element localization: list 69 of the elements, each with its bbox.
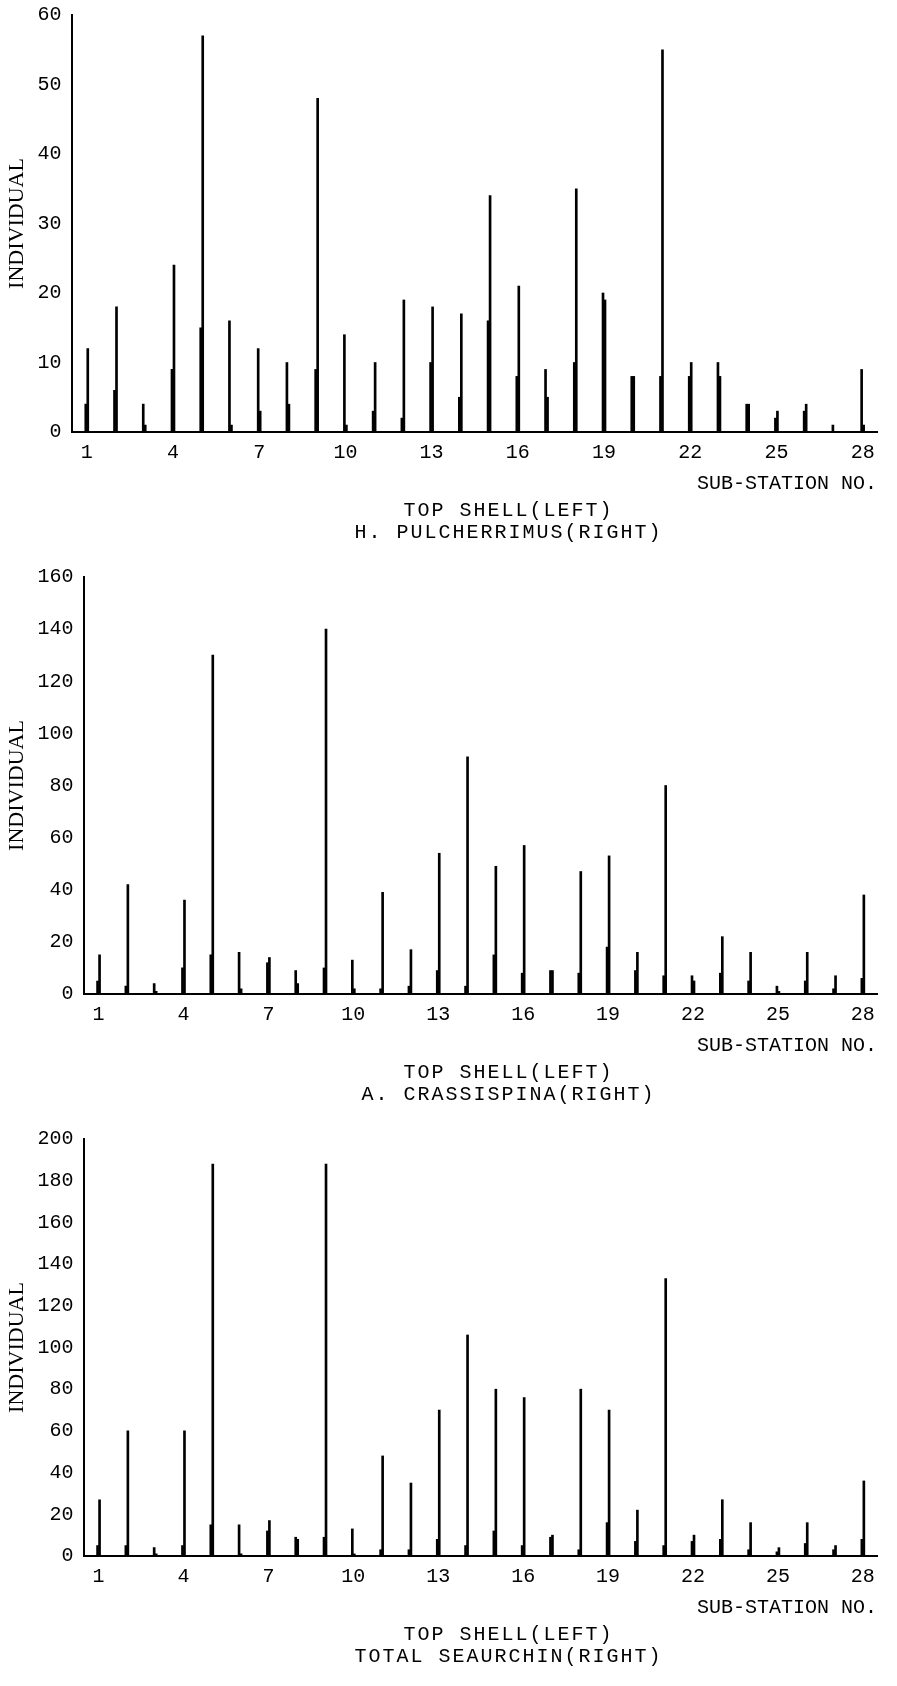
x-tick-label: 10: [341, 1003, 366, 1027]
x-axis-title: SUB-STATION NO.: [696, 472, 877, 496]
x-axis-title: SUB-STATION NO.: [696, 1596, 877, 1620]
y-tick-label: 50: [37, 72, 62, 96]
x-axis-title: SUB-STATION NO.: [696, 1034, 877, 1058]
text: TOTAL SEAURCHIN(RIGHT): [353, 1645, 664, 1668]
x-tick-label: 19: [596, 1003, 621, 1027]
x-tick-label: 28: [850, 1003, 875, 1027]
y-tick-label: 60: [49, 1419, 74, 1443]
x-tick-label: 4: [177, 1003, 190, 1027]
y-axis-title: INDIVIDUAL: [2, 158, 28, 289]
y-tick-label: 120: [37, 669, 74, 693]
y-tick-label: 60: [37, 3, 62, 27]
y-tick-label: 160: [37, 565, 74, 589]
x-tick-label: 7: [262, 1565, 275, 1589]
y-tick-label: 40: [49, 1460, 74, 1484]
x-tick-label: 25: [764, 441, 789, 465]
y-tick-label: 20: [49, 930, 74, 954]
x-tick-label: 22: [681, 1003, 706, 1027]
y-tick-label: 80: [49, 1377, 74, 1401]
y-tick-label: 20: [37, 281, 62, 305]
x-tick-label: 22: [681, 1565, 706, 1589]
x-tick-label: 16: [511, 1003, 536, 1027]
x-tick-label: 1: [92, 1003, 105, 1027]
y-tick-label: 140: [37, 1252, 74, 1276]
y-axis-title: INDIVIDUAL: [2, 1282, 28, 1413]
x-tick-label: 16: [511, 1565, 536, 1589]
y-tick-label: 0: [61, 982, 74, 1006]
x-tick-label: 19: [592, 441, 617, 465]
x-tick-label: 13: [419, 441, 444, 465]
y-tick-label: 140: [37, 617, 74, 641]
text: TOP SHELL(LEFT): [402, 499, 615, 522]
y-tick-label: 30: [37, 211, 62, 235]
y-tick-label: 10: [37, 350, 62, 374]
x-tick-label: 1: [80, 441, 93, 465]
text: H. PULCHERRIMUS(RIGHT): [353, 521, 664, 544]
y-tick-label: 0: [49, 420, 62, 444]
x-tick-label: 28: [850, 1565, 875, 1589]
text: A. CRASSISPINA(RIGHT): [360, 1083, 657, 1106]
y-tick-label: 60: [49, 825, 74, 849]
x-tick-label: 19: [596, 1565, 621, 1589]
x-tick-label: 4: [177, 1565, 190, 1589]
x-tick-label: 1: [92, 1565, 105, 1589]
y-tick-label: 160: [37, 1210, 74, 1234]
y-tick-label: 40: [49, 878, 74, 902]
x-tick-label: 28: [850, 441, 875, 465]
x-tick-label: 13: [426, 1003, 451, 1027]
y-tick-label: 40: [37, 142, 62, 166]
x-tick-label: 25: [765, 1565, 790, 1589]
x-tick-label: 10: [341, 1565, 366, 1589]
x-tick-label: 22: [678, 441, 703, 465]
y-tick-label: 0: [61, 1544, 74, 1568]
x-tick-label: 13: [426, 1565, 451, 1589]
y-tick-label: 80: [49, 773, 74, 797]
x-tick-label: 4: [166, 441, 179, 465]
y-tick-label: 100: [37, 721, 74, 745]
x-tick-label: 7: [253, 441, 266, 465]
y-tick-label: 100: [37, 1335, 74, 1359]
x-tick-label: 16: [505, 441, 530, 465]
y-tick-label: 120: [37, 1294, 74, 1318]
x-tick-label: 25: [765, 1003, 790, 1027]
text: TOP SHELL(LEFT): [402, 1623, 615, 1646]
x-tick-label: 7: [262, 1003, 275, 1027]
y-axis-title: INDIVIDUAL: [2, 720, 28, 851]
text: TOP SHELL(LEFT): [402, 1061, 615, 1084]
y-tick-label: 180: [37, 1169, 74, 1192]
x-tick-label: 10: [333, 441, 358, 465]
y-tick-label: 200: [37, 1127, 74, 1151]
y-tick-label: 20: [49, 1502, 74, 1526]
